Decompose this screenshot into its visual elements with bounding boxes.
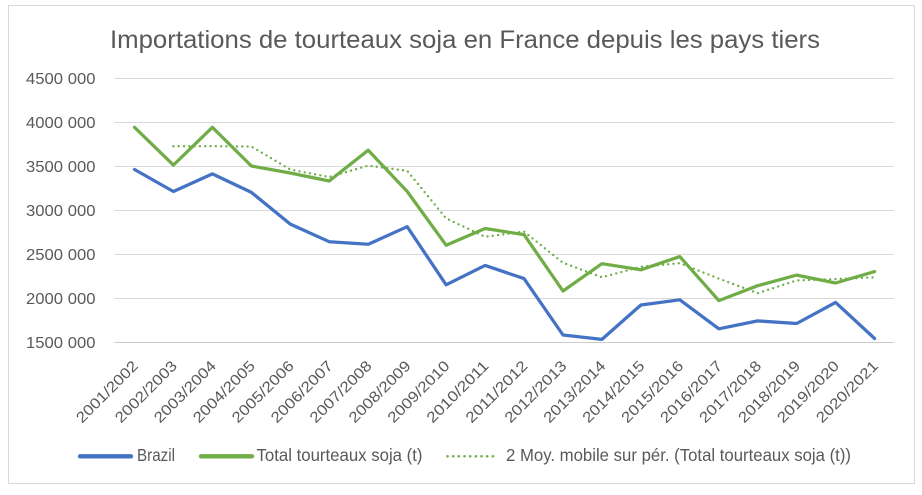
svg-text:4500 000: 4500 000 [26,70,96,88]
svg-text:Importations de tourteaux soja: Importations de tourteaux soja en France… [110,26,820,54]
svg-text:2000 000: 2000 000 [26,290,96,308]
svg-text:3500 000: 3500 000 [26,158,96,176]
svg-text:4000 000: 4000 000 [26,114,96,132]
svg-text:Total tourteaux soja (t): Total tourteaux soja (t) [257,445,423,465]
svg-text:2 Moy. mobile sur pér. (Total: 2 Moy. mobile sur pér. (Total tourteaux … [506,445,851,465]
svg-text:2500 000: 2500 000 [26,246,96,264]
svg-text:Brazil: Brazil [137,445,175,465]
svg-text:1500 000: 1500 000 [26,334,96,352]
svg-text:3000 000: 3000 000 [26,202,96,220]
